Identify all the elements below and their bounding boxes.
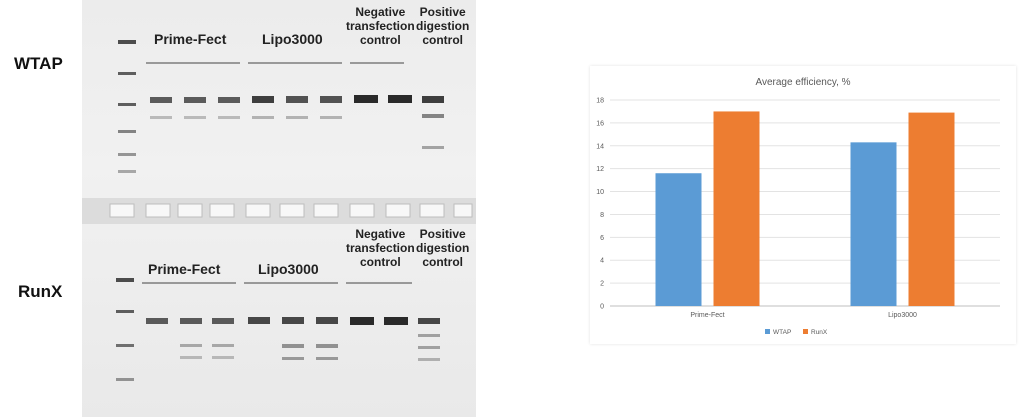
bar-runx-lipo3000 <box>908 112 955 306</box>
legend-swatch-wtap <box>765 329 770 334</box>
efficiency-chart-svg: Average efficiency, % 0 2 4 6 8 10 12 14 16 18 Pr… <box>596 77 1000 336</box>
legend-label-wtap: WTAP <box>773 329 791 336</box>
y-tick-label: 10 <box>596 189 604 196</box>
efficiency-chart: Average efficiency, % 0 2 4 6 8 10 12 14 16 18 Pr… <box>590 66 1016 344</box>
gel-bottom-negative-line-1: Negative <box>355 227 406 241</box>
gel-bottom-positive-line-1: Positive <box>419 227 466 241</box>
gel-top-positive-line-1: Positive <box>419 5 466 19</box>
gel-bottom-negative-line-2: transfection <box>346 240 415 255</box>
chart-title: Average efficiency, % <box>755 77 850 88</box>
gel-image: Prime-Fect Lipo3000 Negative transfectio… <box>82 0 476 417</box>
y-tick-label: 4 <box>600 258 604 265</box>
y-tick-label: 6 <box>600 235 604 242</box>
y-tick-label: 16 <box>596 120 604 127</box>
gel-top-negative-line-1: Negative <box>355 5 406 19</box>
y-tick-label: 8 <box>600 212 604 219</box>
y-tick-label: 2 <box>600 281 604 288</box>
y-tick-label: 14 <box>596 143 604 150</box>
bar-wtap-prime-fect <box>655 173 702 306</box>
y-tick-label: 0 <box>600 304 604 311</box>
gel-top-positive-control-label: Positive digestion control <box>416 5 470 47</box>
gel-bottom-group-label-prime-fect: Prime-Fect <box>148 261 221 277</box>
bar-wtap-lipo3000 <box>850 142 897 306</box>
legend-label-runx: RunX <box>811 329 828 336</box>
chart-x-ticks: Prime-Fect Lipo3000 <box>690 312 917 319</box>
bar-runx-prime-fect <box>713 111 760 306</box>
gel-bottom-positive-line-2: digestion <box>416 240 470 255</box>
row-label-wtap: WTAP <box>14 54 63 73</box>
gel-top-positive-line-2: digestion <box>416 18 470 33</box>
gel-bottom-group-label-lipo3000: Lipo3000 <box>258 261 319 277</box>
chart-y-ticks: 0 2 4 6 8 10 12 14 16 18 <box>596 98 604 311</box>
gel-top-negative-line-2: transfection <box>346 18 415 33</box>
gel-bottom-negative-control-label: Negative transfection control <box>346 227 415 269</box>
gel-top-negative-control-label: Negative transfection control <box>346 5 415 47</box>
gel-bottom-positive-control-label: Positive digestion control <box>416 227 470 269</box>
gel-bands <box>82 40 476 381</box>
x-tick-label: Lipo3000 <box>888 312 917 319</box>
x-tick-label: Prime-Fect <box>690 312 724 319</box>
gel-top-group-label-lipo3000: Lipo3000 <box>262 31 323 47</box>
gel-top-positive-line-3: control <box>422 32 463 47</box>
gel-top-negative-line-3: control <box>360 32 401 47</box>
gel-bottom-negative-line-3: control <box>360 254 401 269</box>
gel-bottom-positive-line-3: control <box>422 254 463 269</box>
row-label-runx: RunX <box>18 282 63 301</box>
y-tick-label: 18 <box>596 98 604 105</box>
chart-legend: WTAP RunX <box>765 329 828 336</box>
legend-swatch-runx <box>803 329 808 334</box>
gel-top-group-label-prime-fect: Prime-Fect <box>154 31 227 47</box>
chart-bars <box>655 111 955 306</box>
y-tick-label: 12 <box>596 166 604 173</box>
